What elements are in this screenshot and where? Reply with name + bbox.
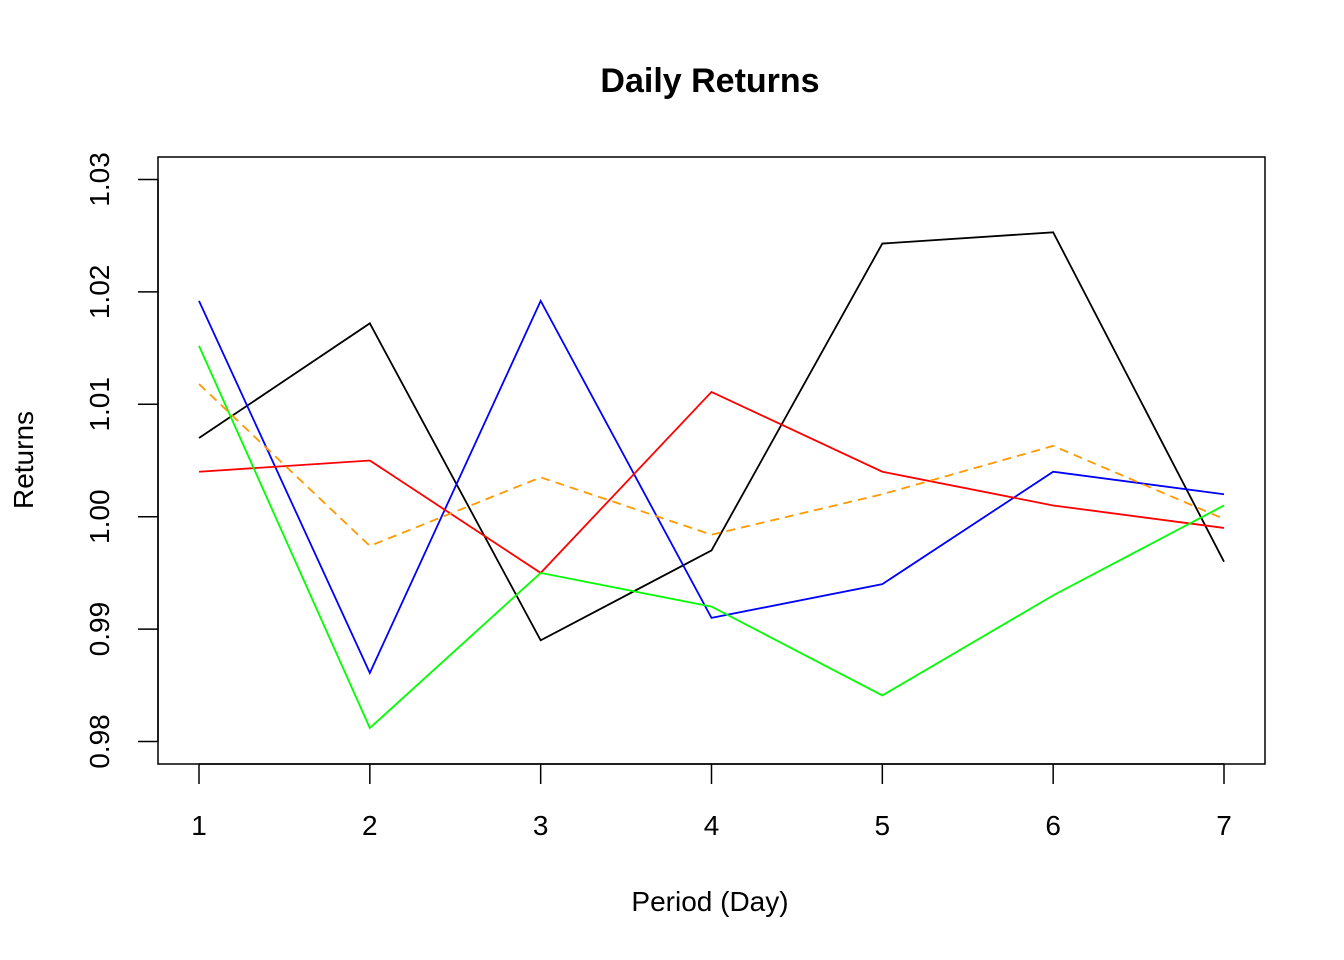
plot-frame [157, 156, 1266, 765]
x-tick-label: 7 [1216, 810, 1232, 841]
y-tick-label: 1.01 [84, 377, 115, 432]
y-axis: 0.98 0.99 1.00 1.01 1.02 1.03 [84, 152, 159, 769]
x-tick-label: 1 [191, 810, 207, 841]
x-axis: 1 2 3 4 5 6 7 [191, 763, 1232, 841]
series-line-5 [198, 383, 1225, 547]
x-tick-label: 2 [362, 810, 378, 841]
y-axis-label: Returns [8, 411, 39, 509]
y-tick-label: 1.02 [84, 265, 115, 320]
y-tick-label: 0.98 [84, 714, 115, 769]
series-line-1 [198, 231, 1225, 642]
series-line-3 [198, 390, 1225, 575]
y-tick-label: 1.00 [84, 489, 115, 544]
x-tick-label: 5 [875, 810, 891, 841]
chart-title: Daily Returns [600, 62, 819, 100]
series-line-2 [198, 298, 1225, 676]
series-line-4 [198, 345, 1225, 730]
y-tick-label: 0.99 [84, 602, 115, 657]
series-layer [198, 231, 1225, 730]
x-tick-label: 6 [1045, 810, 1061, 841]
x-tick-label: 4 [704, 810, 720, 841]
x-tick-label: 3 [533, 810, 549, 841]
y-tick-label: 1.03 [84, 152, 115, 207]
x-axis-label: Period (Day) [631, 886, 788, 917]
